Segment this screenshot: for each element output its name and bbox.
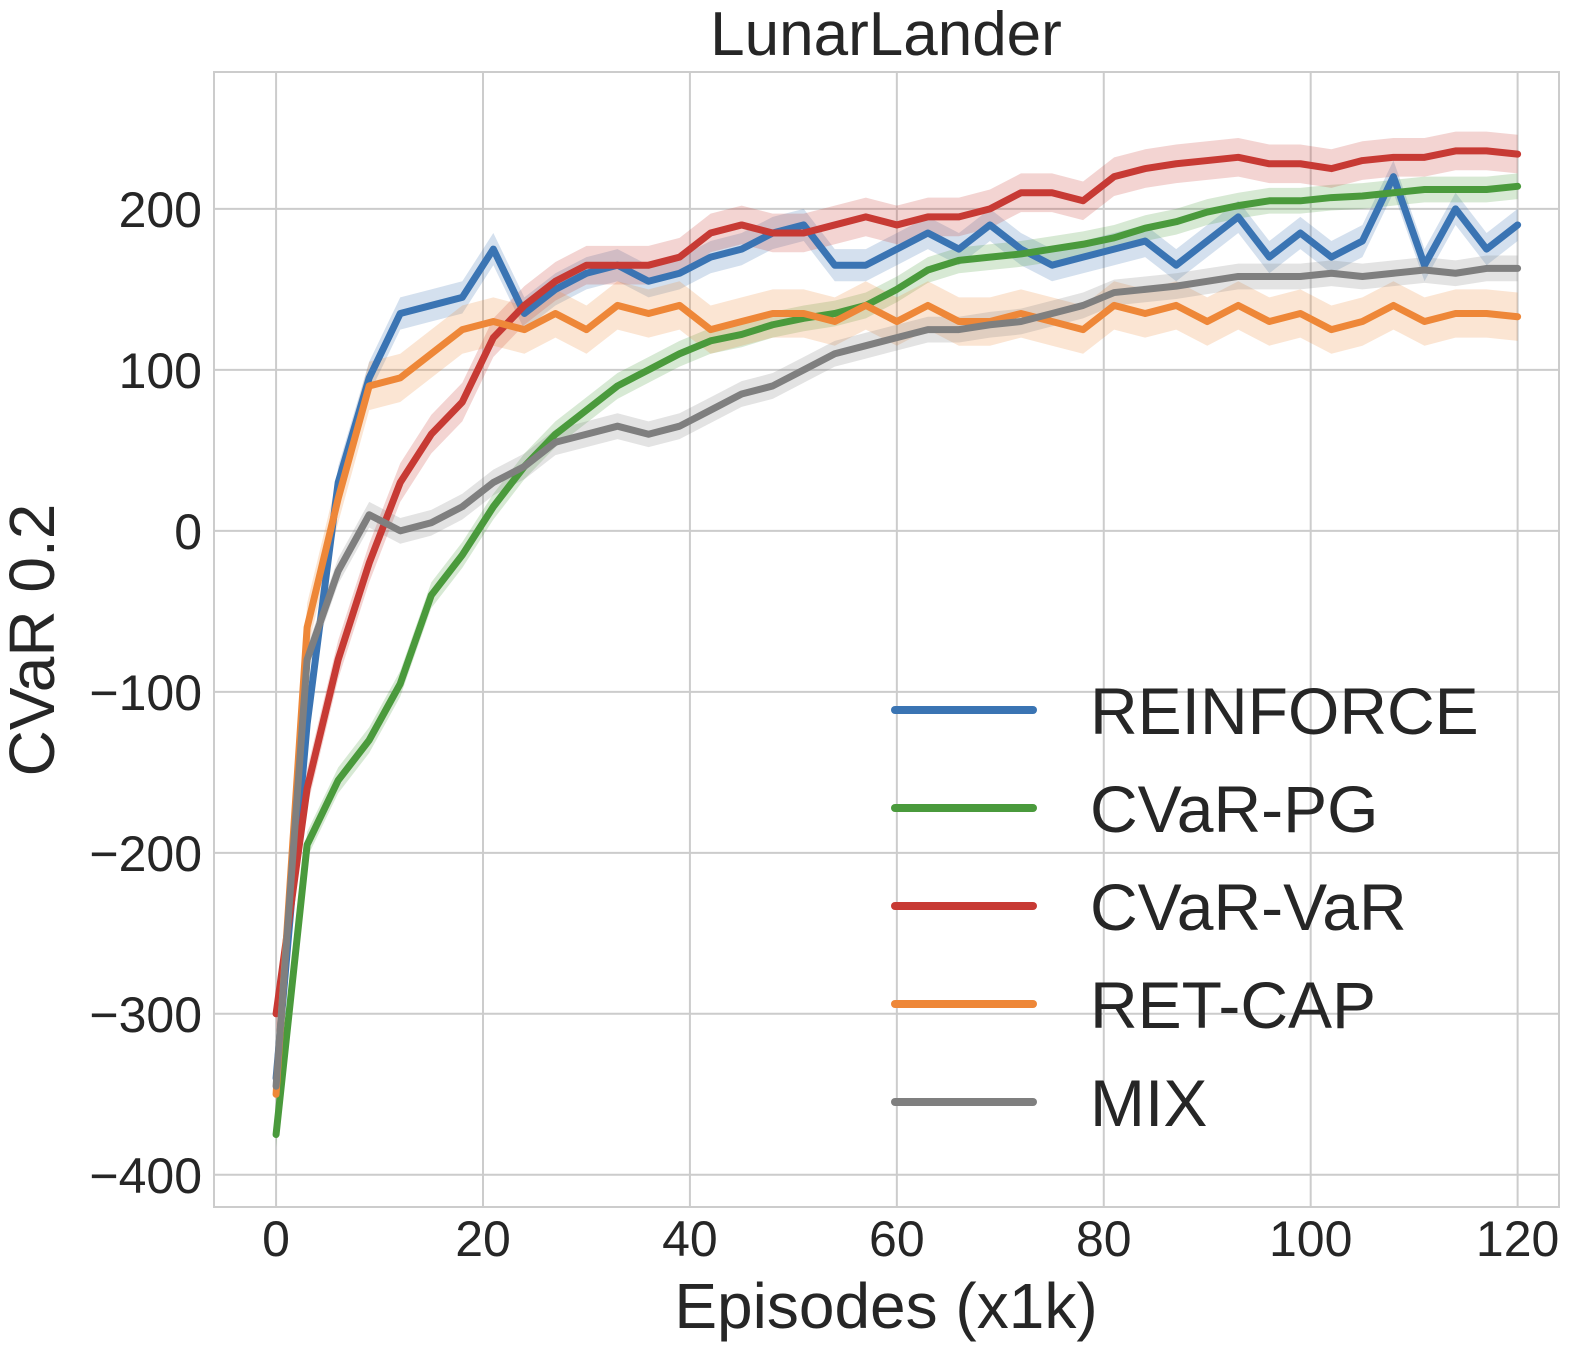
legend-entry: RET-CAP: [891, 968, 1376, 1042]
legend-label: CVaR-VaR: [1090, 870, 1407, 944]
y-tick-label: −100: [89, 665, 202, 721]
series-lines: [272, 147, 1522, 1139]
band-cvar-pg: [276, 173, 1518, 1148]
legend-entry: CVaR-VaR: [891, 870, 1407, 944]
x-tick-label: 0: [262, 1211, 290, 1267]
chart-title: LunarLander: [710, 0, 1062, 69]
x-tick-label: 20: [455, 1211, 511, 1267]
legend-entry: MIX: [891, 1066, 1207, 1140]
x-tick-label: 120: [1476, 1211, 1559, 1267]
series-line-ret-cap: [272, 301, 1522, 1098]
band-ret-cap: [276, 281, 1518, 1119]
y-tick-labels: −400 −300 −200 −100 0 100 200: [89, 182, 202, 1204]
y-tick-label: −200: [89, 826, 202, 882]
x-tick-label: 80: [1076, 1211, 1132, 1267]
confidence-bands: [276, 131, 1518, 1148]
legend-label: REINFORCE: [1090, 674, 1479, 748]
series-line-mix: [272, 264, 1522, 1090]
x-tick-label: 60: [869, 1211, 925, 1267]
x-axis-label: Episodes (x1k): [674, 1270, 1097, 1342]
y-axis-label: CVaR 0.2: [0, 504, 68, 777]
y-tick-label: −400: [89, 1148, 202, 1204]
series-line-cvar-pg: [272, 182, 1522, 1139]
legend: REINFORCE CVaR-PG CVaR-VaR RET-CAP MIX: [891, 674, 1479, 1140]
legend-label: RET-CAP: [1090, 968, 1376, 1042]
y-tick-label: −300: [89, 987, 202, 1043]
grid: [214, 72, 1559, 1207]
series-line-reinforce: [272, 173, 1522, 1082]
series-line-cvar-var: [272, 147, 1522, 1018]
y-tick-label: 100: [119, 343, 202, 399]
legend-entry: REINFORCE: [891, 674, 1479, 748]
legend-entry: CVaR-PG: [891, 772, 1379, 846]
legend-label: CVaR-PG: [1090, 772, 1379, 846]
y-tick-label: 200: [119, 182, 202, 238]
x-tick-labels: 0 20 40 60 80 100 120: [262, 1211, 1559, 1267]
legend-label: MIX: [1090, 1066, 1207, 1140]
plot-frame: [213, 71, 1560, 1208]
x-tick-label: 40: [662, 1211, 718, 1267]
x-tick-label: 100: [1269, 1211, 1352, 1267]
y-tick-label: 0: [174, 504, 202, 560]
